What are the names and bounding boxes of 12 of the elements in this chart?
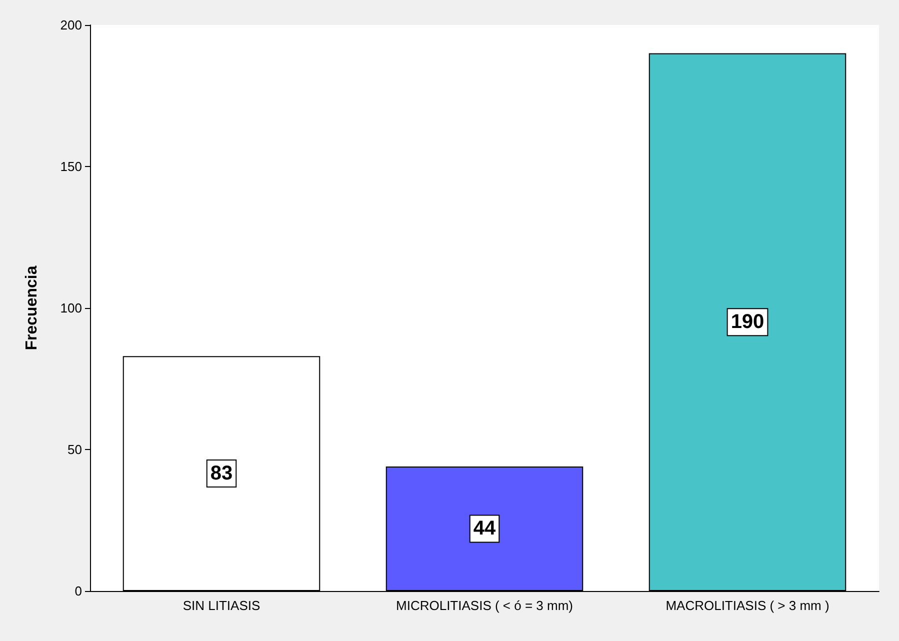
x-tick-label: MACROLITIASIS ( > 3 mm ) [666, 598, 830, 613]
data-label: 83 [210, 462, 233, 485]
data-label: 190 [730, 311, 764, 334]
data-label: 44 [473, 518, 496, 540]
y-tick-label: 200 [60, 18, 82, 32]
y-axis-title: Frecuencia [24, 266, 40, 350]
y-tick-label: 100 [60, 300, 82, 316]
x-tick-label: MICROLITIASIS ( < ó = 3 mm) [396, 598, 573, 613]
y-tick-label: 50 [68, 442, 82, 457]
x-tick-label: SIN LITIASIS [182, 598, 260, 613]
y-tick-label: 0 [74, 584, 82, 598]
y-tick-label: 150 [60, 159, 82, 174]
